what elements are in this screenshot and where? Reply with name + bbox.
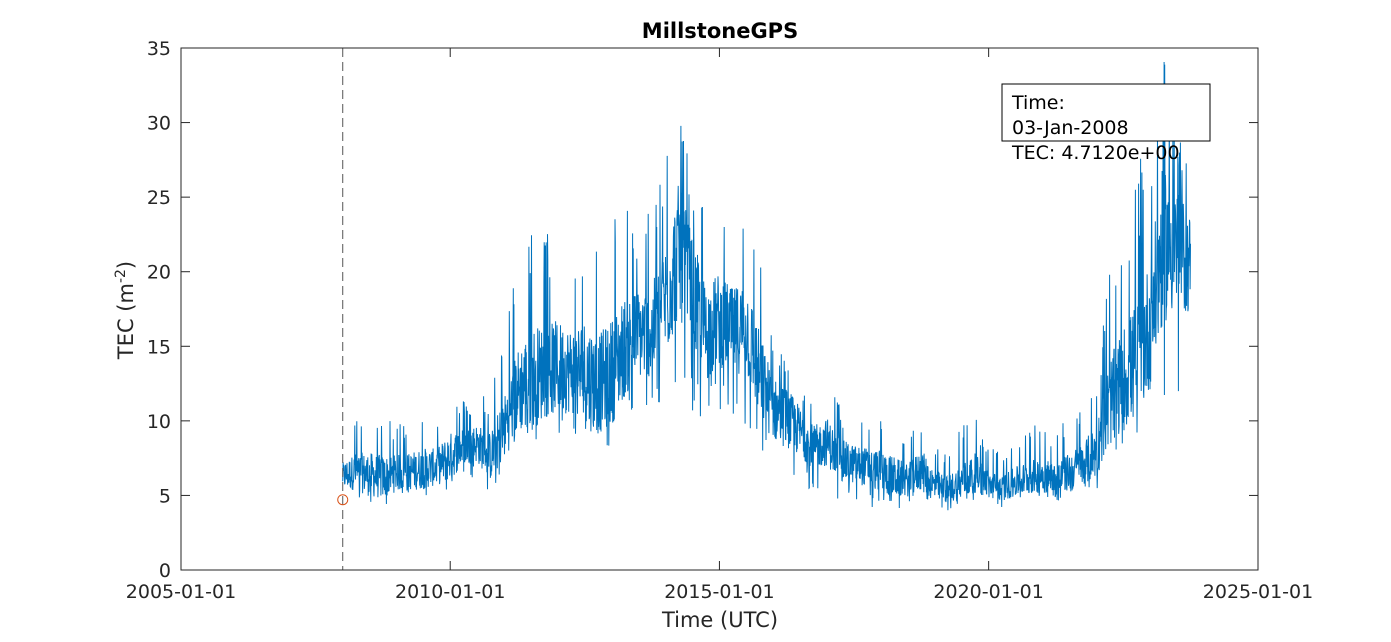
chart-title: MillstoneGPS — [642, 19, 798, 43]
y-tick-label: 25 — [147, 187, 171, 209]
y-tick-label: 10 — [147, 411, 171, 433]
x-tick-label: 2010-01-01 — [395, 581, 505, 603]
y-axis-label-close: ) — [114, 261, 138, 269]
datatip-box — [1001, 83, 1211, 142]
y-tick-label: 5 — [159, 485, 171, 507]
y-tick-label: 15 — [147, 336, 171, 358]
y-tick-label: 30 — [147, 113, 171, 135]
y-axis-label-main: TEC (m — [114, 283, 138, 360]
y-tick-label: 20 — [147, 262, 171, 284]
tec-series-line — [342, 61, 1191, 511]
x-tick-label: 2015-01-01 — [664, 581, 774, 603]
y-axis-label: TEC (m-2) — [113, 261, 138, 360]
datatip-line-2: 03-Jan-2008 — [1012, 117, 1129, 139]
datatip-line-3: TEC: 4.7120e+00 — [1011, 142, 1180, 164]
x-ticks: 2005-01-01 2010-01-01 2015-01-01 2020-01-01… — [126, 48, 1313, 603]
cursor-layer — [337, 48, 349, 570]
datatip-line-1: Time: — [1011, 92, 1065, 114]
x-axis-label: Time (UTC) — [661, 608, 778, 632]
x-tick-label: 2005-01-01 — [126, 581, 236, 603]
y-axis-label-superscript: -2 — [113, 269, 129, 283]
y-tick-label: 0 — [159, 560, 171, 582]
y-ticks: 0 5 10 15 20 25 30 35 — [147, 38, 1258, 582]
x-tick-label: 2025-01-01 — [1203, 581, 1313, 603]
data-layer — [342, 61, 1191, 511]
y-tick-label: 35 — [147, 38, 171, 60]
datatip[interactable]: Time: 03-Jan-2008 TEC: 4.7120e+00 — [1001, 83, 1211, 164]
datatip-marker — [337, 494, 349, 506]
x-tick-label: 2020-01-01 — [933, 581, 1043, 603]
